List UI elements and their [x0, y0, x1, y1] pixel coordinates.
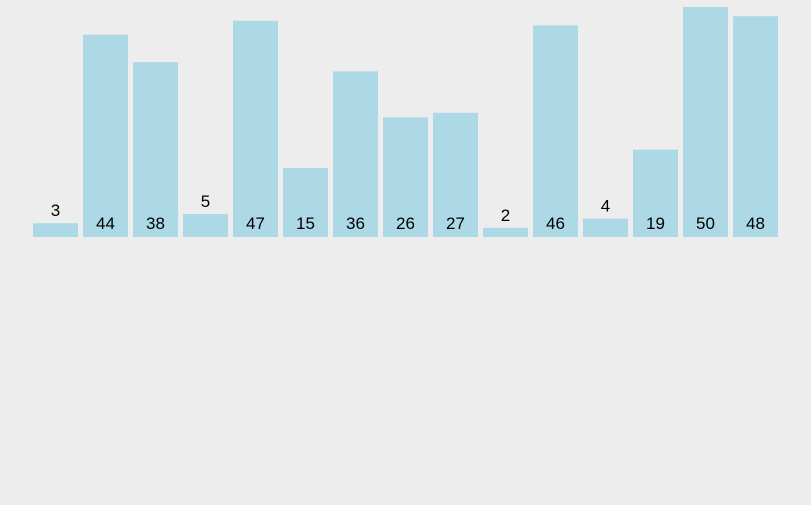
bar	[183, 214, 228, 237]
bar	[733, 16, 778, 238]
bar-value-label: 48	[746, 214, 765, 233]
bar	[283, 168, 328, 237]
bar	[433, 112, 478, 237]
bar-value-label: 46	[546, 214, 565, 233]
bar-value-label: 38	[146, 214, 165, 233]
bar-value-label: 26	[396, 214, 415, 233]
bar-value-label: 5	[201, 192, 210, 211]
bar-value-label: 36	[346, 214, 365, 233]
bar-value-label: 3	[51, 201, 60, 220]
bar-value-label: 4	[601, 197, 610, 216]
bar-value-label: 47	[246, 214, 265, 233]
bar	[33, 223, 78, 237]
bar-value-label: 19	[646, 214, 665, 233]
bar-value-label: 50	[696, 214, 715, 233]
bar	[683, 7, 728, 237]
bar	[233, 20, 278, 237]
bar	[383, 117, 428, 237]
bar	[583, 218, 628, 237]
bar	[333, 71, 378, 238]
bar-value-label: 2	[501, 206, 510, 225]
bar	[633, 149, 678, 237]
bar	[133, 62, 178, 238]
bar	[483, 227, 528, 237]
bar	[83, 34, 128, 237]
bar	[533, 25, 578, 238]
bar-value-label: 44	[96, 214, 115, 233]
bar-value-label: 15	[296, 214, 315, 233]
bar-value-label: 27	[446, 214, 465, 233]
